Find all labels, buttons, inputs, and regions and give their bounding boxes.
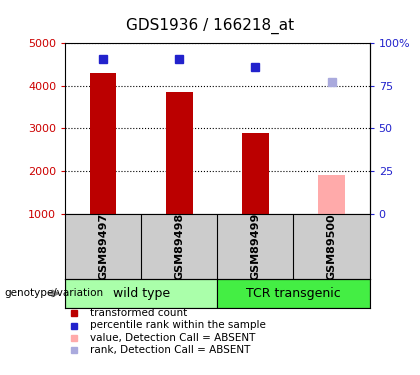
Bar bbox=[242, 133, 269, 214]
Text: value, Detection Call = ABSENT: value, Detection Call = ABSENT bbox=[90, 333, 256, 343]
Text: rank, Detection Call = ABSENT: rank, Detection Call = ABSENT bbox=[90, 345, 251, 355]
Bar bbox=[166, 92, 193, 214]
Text: TCR transgenic: TCR transgenic bbox=[246, 287, 341, 300]
Text: wild type: wild type bbox=[113, 287, 170, 300]
Text: GSM89499: GSM89499 bbox=[250, 213, 260, 280]
Text: GSM89497: GSM89497 bbox=[98, 213, 108, 280]
Text: genotype/variation: genotype/variation bbox=[4, 288, 103, 298]
Text: GSM89500: GSM89500 bbox=[326, 213, 336, 280]
Bar bbox=[318, 176, 345, 214]
Bar bbox=[218, 279, 370, 308]
Text: transformed count: transformed count bbox=[90, 308, 188, 318]
Bar bbox=[90, 73, 116, 214]
Text: GDS1936 / 166218_at: GDS1936 / 166218_at bbox=[126, 18, 294, 34]
Bar bbox=[65, 279, 218, 308]
Text: percentile rank within the sample: percentile rank within the sample bbox=[90, 321, 266, 330]
Text: GSM89498: GSM89498 bbox=[174, 213, 184, 280]
